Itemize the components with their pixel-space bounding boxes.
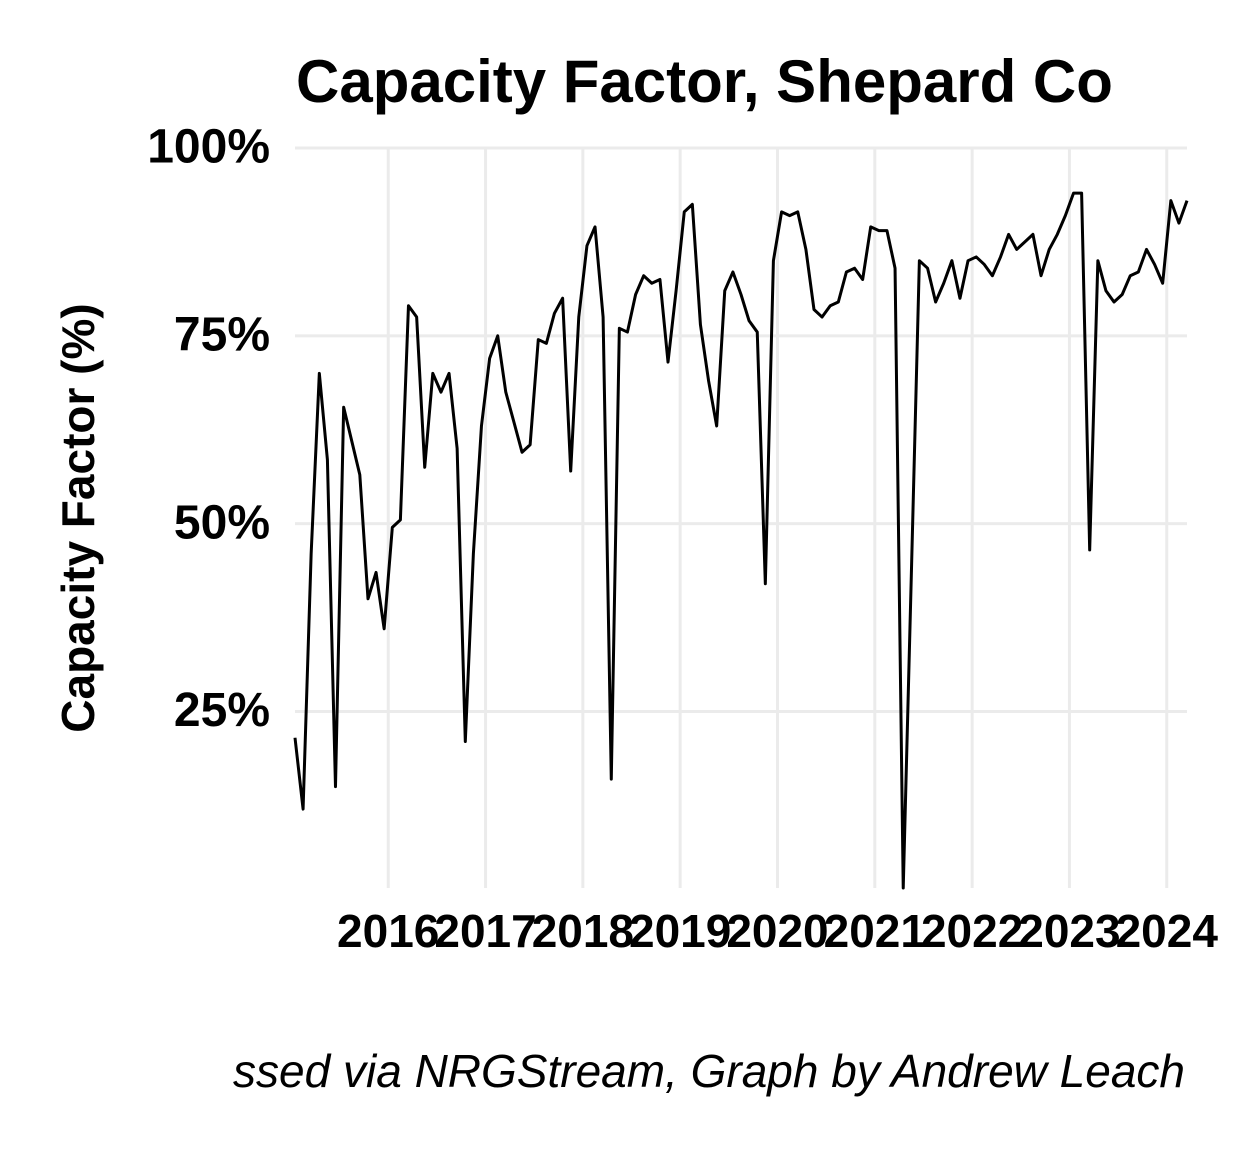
x-tick-label: 2019 xyxy=(629,905,731,957)
y-tick-label: 75% xyxy=(174,308,270,361)
chart-title: Capacity Factor, Shepard Co xyxy=(296,48,1113,115)
y-tick-label: 100% xyxy=(147,121,270,174)
caption: ssed via NRGStream, Graph by Andrew Leac… xyxy=(233,1045,1185,1097)
data-line xyxy=(293,191,1189,890)
x-tick-label: 2022 xyxy=(921,905,1023,957)
y-tick-label: 50% xyxy=(174,496,270,549)
grid xyxy=(295,146,1187,888)
x-tick-label: 2024 xyxy=(1116,905,1219,957)
x-tick-label: 2016 xyxy=(337,905,439,957)
x-tick-label: 2021 xyxy=(824,905,926,957)
x-tick-label: 2018 xyxy=(532,905,634,957)
x-tick-label: 2023 xyxy=(1018,905,1120,957)
x-tick-label: 2020 xyxy=(726,905,828,957)
x-tick-label: 2017 xyxy=(434,905,536,957)
y-tick-label: 25% xyxy=(174,684,270,737)
y-axis-title: Capacity Factor (%) xyxy=(52,303,104,732)
